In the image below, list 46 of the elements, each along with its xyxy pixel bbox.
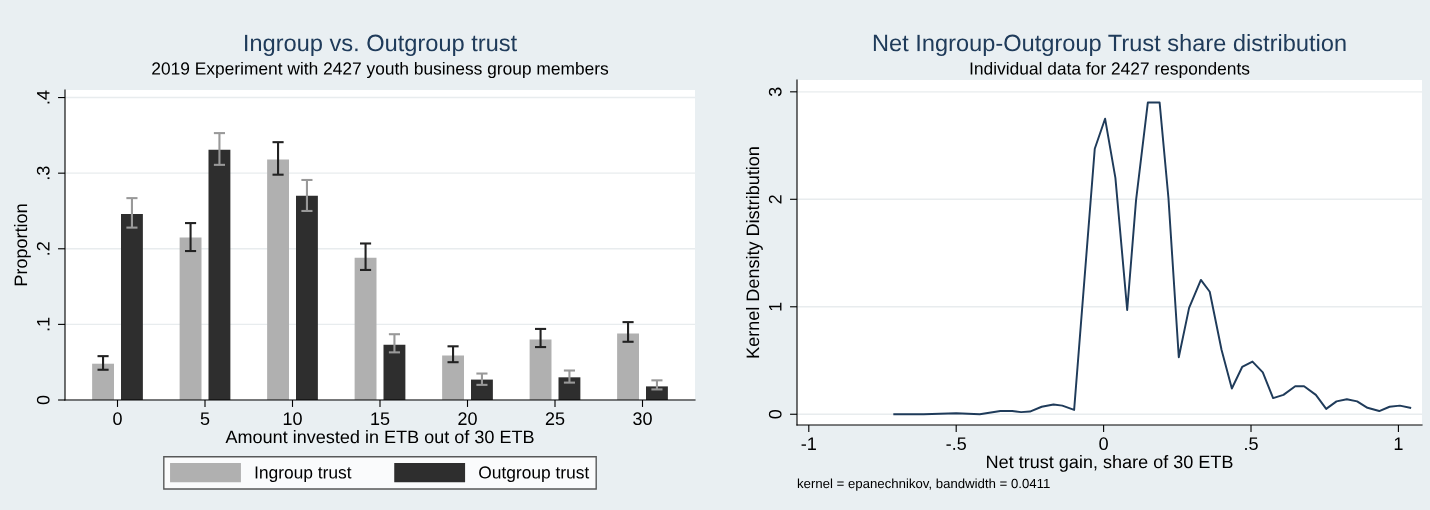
x-tick-label: 20 (458, 412, 477, 426)
y-tick-label: .2 (36, 242, 50, 255)
bar (442, 355, 464, 400)
bar (529, 339, 552, 400)
y-axis-title: Kernel Density Distribution (745, 147, 763, 358)
x-axis-title: Amount invested in ETB out of 30 ETB (225, 430, 534, 444)
y-tick-label: 2 (768, 195, 782, 204)
bar (92, 363, 114, 400)
x-tick-label: .5 (1245, 437, 1258, 451)
y-tick-label: .1 (37, 317, 50, 331)
bar (646, 386, 668, 400)
x-tick-label: 25 (545, 412, 565, 426)
x-tick-label: 15 (371, 412, 390, 426)
chart-title: Net Ingroup-Outgroup Trust share distribution (873, 34, 1346, 56)
chart-subtitle: Individual data for 2427 respondents (970, 61, 1250, 79)
x-tick-label: -1 (801, 437, 816, 450)
bar (383, 344, 406, 400)
text: kernel = epanechnikov, bandwidth = 0.0411 (797, 478, 1050, 491)
bar (296, 195, 318, 400)
chart-subtitle: 2019 Experiment with 2427 youth business group members (152, 61, 609, 79)
x-tick-label: 0 (1099, 437, 1108, 451)
y-tick-label: 3 (768, 87, 782, 97)
bar (617, 333, 639, 400)
legend-label: Outgroup trust (479, 466, 590, 483)
x-tick-label: 0 (113, 412, 122, 426)
bar (558, 377, 581, 400)
x-tick-label: 5 (200, 412, 210, 426)
bar (267, 159, 289, 400)
bar (121, 214, 143, 400)
chart-title: Ingroup vs. Outgroup trust (245, 34, 517, 56)
bar (354, 257, 377, 400)
x-tick-label: -.5 (946, 437, 966, 451)
y-axis-title: Proportion (13, 204, 31, 286)
x-tick-label: 30 (633, 412, 652, 426)
x-axis-title: Net trust gain, share of 30 ETB (987, 455, 1233, 472)
y-tick-label: .3 (36, 166, 50, 180)
line-series (893, 101, 1412, 416)
bar (471, 379, 493, 400)
x-tick-label: 1 (1394, 437, 1403, 450)
y-tick-label: .4 (37, 90, 50, 104)
y-tick-label: 1 (769, 302, 782, 311)
bar (179, 237, 202, 400)
bar (208, 149, 231, 400)
y-tick-label: 0 (36, 395, 50, 405)
legend-label: Ingroup trust (255, 466, 352, 483)
x-tick-label: 10 (283, 412, 302, 426)
